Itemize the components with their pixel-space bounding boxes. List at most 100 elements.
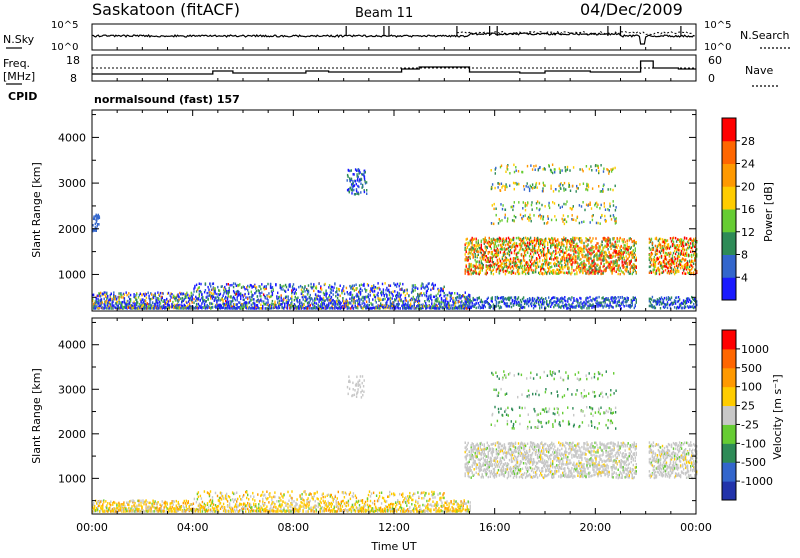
power-cell [445,300,446,303]
power-cell [451,297,452,300]
power-cell [368,296,369,299]
power-cell [392,295,393,298]
power-cell [107,295,108,298]
power-cell [363,284,364,287]
power-cell [480,264,481,267]
power-cell [394,290,395,293]
power-cell [353,185,354,188]
power-cell [477,260,478,263]
power-cell [582,254,583,257]
power-cell [397,283,398,286]
power-cell [525,273,526,276]
power-cell [531,259,532,262]
power-cell [523,257,524,260]
power-cell [492,297,493,300]
power-cell [348,307,349,310]
power-cell [429,282,430,285]
power-cell [586,307,587,310]
power-cell [578,256,579,259]
power-cell [474,238,475,241]
power-cell [364,191,365,194]
power-cell [601,252,602,255]
power-cell [275,283,276,286]
power-cell [509,271,510,274]
power-cell [254,303,255,306]
power-cell [440,294,441,297]
power-cell [626,255,627,257]
power-cell [402,283,403,286]
power-cell [656,237,657,240]
power-cell [465,253,466,256]
power-cell [500,251,501,254]
power-cell [348,188,349,191]
power-cell [168,292,169,295]
power-cell [368,293,369,296]
power-cell [483,264,484,267]
power-cell [466,301,467,304]
power-cell [627,268,628,271]
power-cell [652,242,653,245]
power-cell [234,303,235,306]
power-cell [342,297,343,300]
power-cell [191,292,192,295]
power-cell [240,292,241,295]
power-cell [491,247,492,250]
power-cell [324,293,325,296]
power-cell [310,283,311,286]
power-cell [137,301,138,304]
power-cell [413,289,414,292]
power-cell [259,290,260,293]
power-cell [475,253,476,256]
power-cell [602,249,603,252]
power-cell [192,298,193,301]
power-cell [96,230,97,233]
power-cell [531,302,532,305]
power-cell [585,240,586,243]
power-cell [390,300,391,303]
power-cell [666,297,667,300]
power-cell [444,292,445,295]
power-cell [514,242,515,245]
power-cell [362,300,363,303]
power-cell [468,259,469,262]
power-cell [366,189,367,192]
power-cell [286,296,287,299]
power-cell [537,258,538,261]
power-cell [556,252,557,255]
power-cell [457,296,458,299]
power-cell [532,256,533,258]
power-cell [626,304,627,307]
power-cell [392,307,393,310]
power-cell [568,249,569,252]
freq-right-tick-bottom: 0 [708,72,715,85]
freq-right-label: Nave [745,64,773,77]
power-cell [384,294,385,297]
power-cell [217,286,218,289]
power-cell [213,296,214,299]
power-cell [548,305,549,308]
power-cell [198,307,199,310]
power-cell [534,237,535,240]
power-cell [599,246,600,249]
power-cell [531,269,532,272]
power-cell [440,306,441,309]
power-cell [291,299,292,302]
power-cell [473,254,474,257]
power-cell [452,297,453,300]
power-cell [325,290,326,293]
power-cell [576,237,577,240]
power-cell [636,298,637,301]
power-cell [469,243,470,246]
power-cell [122,301,123,304]
power-cell [459,294,460,297]
power-cell [516,237,517,240]
power-cell [267,299,268,302]
power-cell [666,258,667,261]
power-cell [220,293,221,296]
power-cell [102,301,103,304]
power-cell [567,262,568,265]
power-cell [235,299,236,302]
power-cell [660,244,661,247]
power-cell [199,286,200,289]
